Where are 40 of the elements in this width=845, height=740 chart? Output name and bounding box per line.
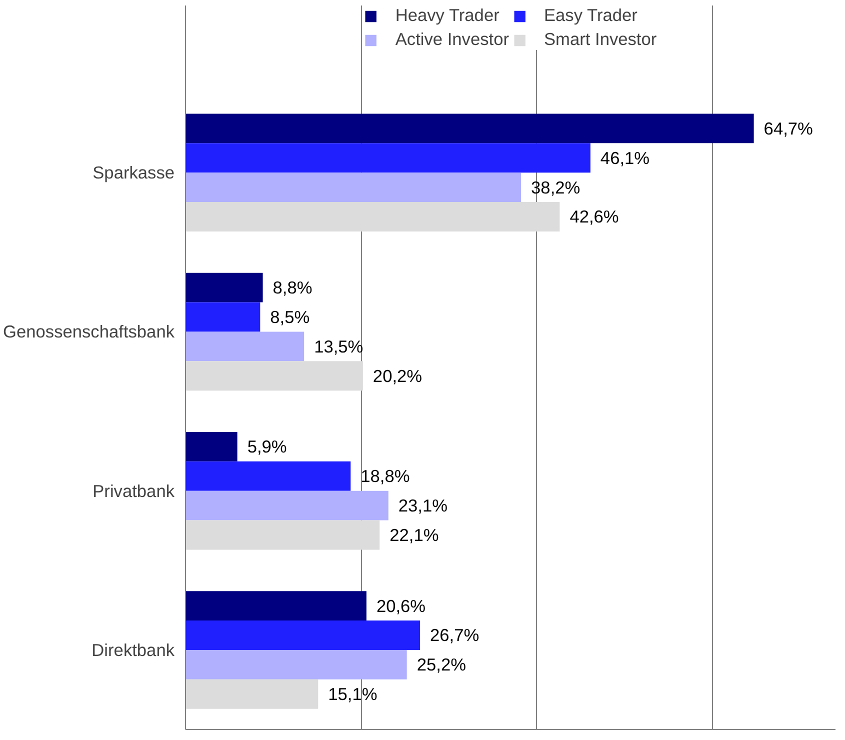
- data-label: 15,1%: [328, 684, 378, 704]
- legend-label: Easy Trader: [544, 5, 638, 26]
- bar: [186, 520, 380, 550]
- data-label: 64,7%: [764, 118, 813, 138]
- data-label: 25,2%: [416, 654, 466, 675]
- data-label: 22,1%: [390, 524, 439, 545]
- y-tick-label: Sparkasse: [92, 162, 175, 183]
- data-label: 38,2%: [531, 177, 580, 198]
- data-label: 18,8%: [360, 466, 410, 486]
- data-label: 46,1%: [600, 148, 650, 168]
- y-tick-label: Direktbank: [92, 640, 175, 660]
- bar: [186, 490, 388, 520]
- bar: [186, 202, 560, 232]
- data-label: 42,6%: [570, 206, 619, 227]
- bar: [186, 272, 263, 302]
- data-label: 20,6%: [376, 596, 426, 616]
- bar: [186, 143, 590, 173]
- data-label: 13,5%: [314, 336, 364, 356]
- legend-label: Active Investor: [395, 29, 509, 50]
- bar: [186, 361, 363, 391]
- bar: [186, 650, 407, 680]
- data-label: 26,7%: [430, 625, 480, 646]
- bar: [186, 114, 754, 144]
- bar: [186, 461, 351, 491]
- data-label: 23,1%: [398, 496, 448, 516]
- bar: [186, 591, 366, 620]
- bar: [186, 172, 522, 202]
- bar: [186, 432, 238, 462]
- legend-label: Smart Investor: [544, 29, 657, 50]
- bar: [186, 679, 318, 709]
- data-label: 8,5%: [270, 306, 310, 327]
- y-tick-label: Privatbank: [92, 480, 175, 501]
- bar: [186, 332, 304, 362]
- data-label: 5,9%: [247, 436, 287, 457]
- data-label: 20,2%: [372, 366, 422, 386]
- bar: [186, 620, 420, 650]
- data-label: 8,8%: [272, 278, 312, 298]
- bar: [186, 302, 260, 332]
- legend-label: Heavy Trader: [395, 5, 500, 26]
- y-tick-label: Genossenschaftsbank: [3, 322, 175, 342]
